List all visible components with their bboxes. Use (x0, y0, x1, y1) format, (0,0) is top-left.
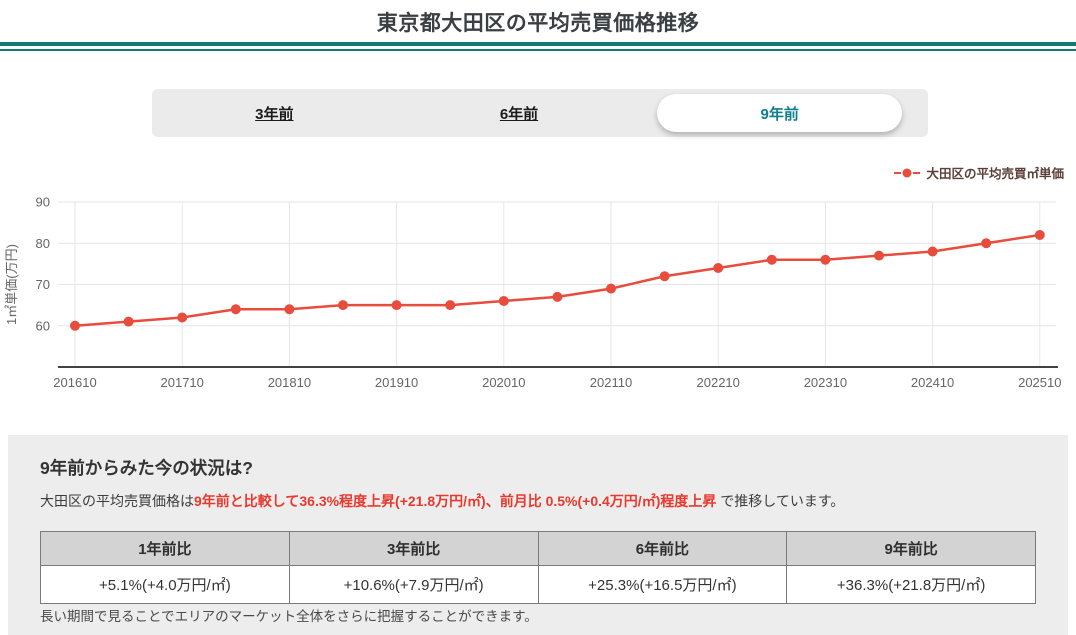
comparison-table-header-row: 1年前比 3年前比 6年前比 9年前比 (40, 531, 1036, 566)
summary-text-highlight: 9年前と比較して36.3%程度上昇(+21.8万円/㎡)、前月比 0.5%(+0… (194, 493, 717, 509)
svg-text:60: 60 (36, 318, 50, 333)
svg-text:201710: 201710 (161, 375, 204, 390)
header-9-years: 9年前比 (786, 531, 1036, 566)
value-3-years: +10.6%(+7.9万円/㎡) (288, 565, 539, 604)
summary-text-tail: で推移しています。 (716, 493, 845, 509)
tab-9-years-label: 9年前 (760, 105, 799, 123)
svg-text:202110: 202110 (590, 375, 632, 390)
period-tab-bar: 3年前 6年前 9年前 (152, 89, 928, 137)
chart-legend: 大田区の平均売買㎡単価 (894, 163, 1064, 182)
price-chart-svg: 60 70 80 90 201610 201710 201810 201910 202010 20… (4, 195, 1061, 390)
svg-text:202010: 202010 (482, 375, 525, 390)
header-1-year: 1年前比 (40, 531, 290, 566)
summary-heading: 9年前からみた今の状況は? (40, 458, 253, 478)
header-6-years: 6年前比 (537, 531, 788, 566)
tab-9-years-ago-selected[interactable]: 9年前 (657, 94, 903, 132)
summary-note: 長い期間で見ることでエリアのマーケット全体をさらに把握することができます。 (40, 609, 538, 624)
svg-text:202310: 202310 (804, 375, 847, 390)
svg-text:201910: 201910 (375, 375, 418, 390)
page-title: 東京都大田区の平均売買価格推移 (376, 12, 700, 35)
value-6-years: +25.3%(+16.5万円/㎡) (537, 565, 788, 604)
comparison-table-value-row: +5.1%(+4.0万円/㎡) +10.6%(+7.9万円/㎡) +25.3%(… (40, 565, 1036, 604)
title-underline-thick (0, 42, 1076, 46)
svg-text:201610: 201610 (53, 375, 96, 390)
svg-text:90: 90 (36, 195, 50, 210)
tab-6-years-ago[interactable]: 6年前 (397, 89, 642, 137)
svg-text:201810: 201810 (268, 375, 311, 390)
svg-text:202210: 202210 (697, 375, 740, 390)
tab-6-years-label: 6年前 (499, 105, 539, 123)
legend-series-marker-icon (894, 168, 921, 178)
value-9-years: +36.3%(+21.8万円/㎡) (786, 565, 1036, 604)
summary-panel: 9年前からみた今の状況は? 大田区の平均売買価格は9年前と比較して36.3%程度… (8, 435, 1068, 635)
legend-series-label: 大田区の平均売買㎡単価 (926, 167, 1064, 181)
summary-text-plain: 大田区の平均売買価格は (40, 493, 194, 509)
header-3-years: 3年前比 (288, 531, 539, 566)
comparison-table: 1年前比 3年前比 6年前比 9年前比 +5.1%(+4.0万円/㎡) +10.… (40, 531, 1036, 604)
svg-text:80: 80 (36, 236, 50, 251)
svg-text:70: 70 (36, 277, 50, 292)
value-1-year: +5.1%(+4.0万円/㎡) (40, 565, 290, 604)
svg-text:202510: 202510 (1018, 375, 1061, 390)
tab-3-years-ago[interactable]: 3年前 (152, 89, 397, 137)
summary-text: 大田区の平均売買価格は9年前と比較して36.3%程度上昇(+21.8万円/㎡)、… (40, 491, 844, 511)
svg-text:1㎡単価(万円): 1㎡単価(万円) (4, 244, 19, 325)
price-trend-chart: 60 70 80 90 201610 201710 201810 201910 202010 20… (0, 195, 1076, 407)
title-underline-thin (0, 49, 1076, 51)
tab-3-years-label: 3年前 (255, 105, 294, 123)
svg-text:202410: 202410 (911, 375, 954, 390)
